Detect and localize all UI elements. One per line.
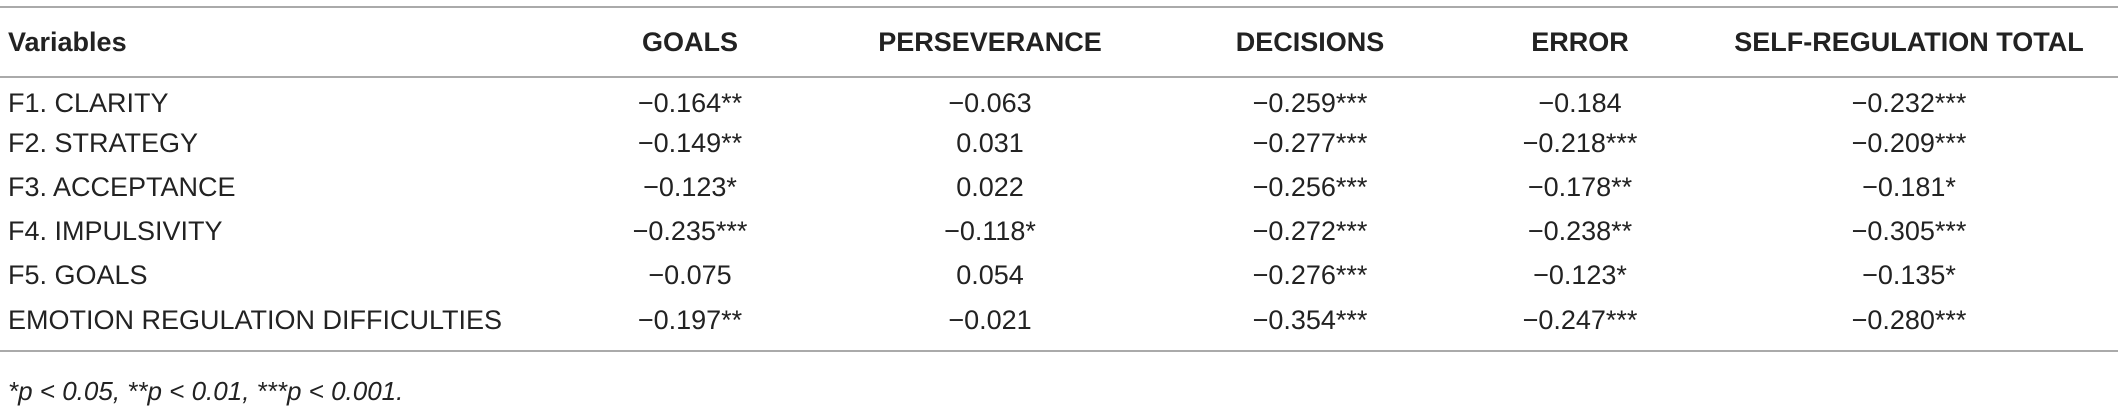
cell: −0.178** (1527, 171, 1633, 202)
cell: −0.164** (637, 88, 743, 118)
column-header: SELF-REGULATION TOTAL (1700, 6, 2118, 78)
column-header: GOALS (560, 6, 820, 78)
column-header: DECISIONS (1160, 6, 1460, 78)
cell: 0.054 (956, 259, 1024, 290)
cell: −0.259*** (1252, 88, 1368, 118)
results-table: Variables GOALS PERSEVERANCE DECISIONS ERROR… (0, 6, 2118, 352)
cell: −0.075 (648, 259, 732, 290)
cell: −0.277*** (1252, 127, 1368, 158)
cell: 0.022 (956, 171, 1024, 202)
row-label: F3. ACCEPTANCE (8, 171, 236, 202)
table-row: F1. CLARITY −0.164** −0.063 −0.259*** −0.184… (0, 77, 2118, 121)
table-row: F3. ACCEPTANCE −0.123* 0.022 −0.256*** −0.17… (0, 165, 2118, 209)
cell: −0.247*** (1460, 297, 1700, 352)
cell: −0.149** (637, 127, 743, 158)
row-label: F4. IMPULSIVITY (8, 215, 223, 246)
column-header: Variables (0, 6, 560, 78)
cell: −0.305*** (1851, 215, 1967, 246)
cell: −0.135* (1862, 259, 1956, 290)
cell: 0.031 (956, 127, 1024, 158)
cell: −0.256*** (1252, 171, 1368, 202)
cell: −0.063 (948, 88, 1032, 118)
cell: −0.181* (1862, 171, 1956, 202)
row-label: EMOTION REGULATION DIFFICULTIES (0, 297, 560, 352)
cell: −0.354*** (1160, 297, 1460, 352)
column-header: ERROR (1460, 6, 1700, 78)
footnote: *p < 0.05, **p < 0.01, ***p < 0.001. (8, 376, 404, 406)
row-label: F2. STRATEGY (8, 127, 199, 158)
cell: −0.232*** (1851, 88, 1967, 118)
table-row: F4. IMPULSIVITY −0.235*** −0.118* −0.272***… (0, 209, 2118, 253)
column-header: PERSEVERANCE (820, 6, 1160, 78)
table-row: F5. GOALS −0.075 0.054 −0.276*** −0.123* −0.1… (0, 253, 2118, 297)
cell: −0.209*** (1851, 127, 1967, 158)
cell: −0.280*** (1700, 297, 2118, 352)
cell: −0.238** (1527, 215, 1633, 246)
cell: −0.235*** (632, 215, 748, 246)
cell: −0.218*** (1522, 127, 1638, 158)
cell: −0.021 (820, 297, 1160, 352)
header-row: Variables GOALS PERSEVERANCE DECISIONS ERROR… (0, 6, 2118, 78)
table-row: EMOTION REGULATION DIFFICULTIES −0.197** −… (0, 297, 2118, 352)
cell: −0.123* (643, 171, 737, 202)
cell: −0.184 (1538, 88, 1622, 118)
row-label: F5. GOALS (8, 259, 148, 290)
cell: −0.276*** (1252, 259, 1368, 290)
cell: −0.123* (1533, 259, 1627, 290)
cell: −0.118* (944, 215, 1036, 246)
cell: −0.272*** (1252, 215, 1368, 246)
table-body: F1. CLARITY −0.164** −0.063 −0.259*** −0.184… (0, 77, 2118, 352)
row-label: F1. CLARITY (8, 88, 169, 118)
table-row: F2. STRATEGY −0.149** 0.031 −0.277*** −0.218… (0, 121, 2118, 165)
cell: −0.197** (560, 297, 820, 352)
